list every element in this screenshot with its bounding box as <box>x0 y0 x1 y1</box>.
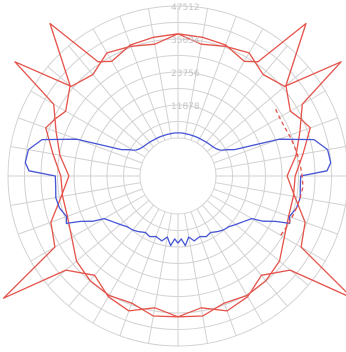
series-line-3 <box>274 107 304 236</box>
series-line-2-mirror <box>24 132 179 247</box>
series-line-2 <box>177 132 332 247</box>
ring-tick-label: 47512 <box>171 3 200 13</box>
ring-tick-label: 11878 <box>171 102 200 112</box>
inner-ring <box>139 137 217 215</box>
grid-ring <box>73 71 283 281</box>
grid-ring <box>90 88 266 264</box>
series-layer <box>2 22 346 318</box>
grid-ring <box>40 38 316 314</box>
ring-tick-label: 35634 <box>171 36 200 46</box>
ring-tick-label: 23756 <box>171 69 200 79</box>
ring-labels: 11878 23756 35634 47512 <box>171 3 200 112</box>
grid-ring <box>123 121 233 231</box>
grid-ring <box>7 5 346 347</box>
grid-ring <box>57 55 299 297</box>
grid-ring <box>24 22 332 330</box>
grid-ring <box>106 104 250 248</box>
polar-grid <box>7 5 346 347</box>
